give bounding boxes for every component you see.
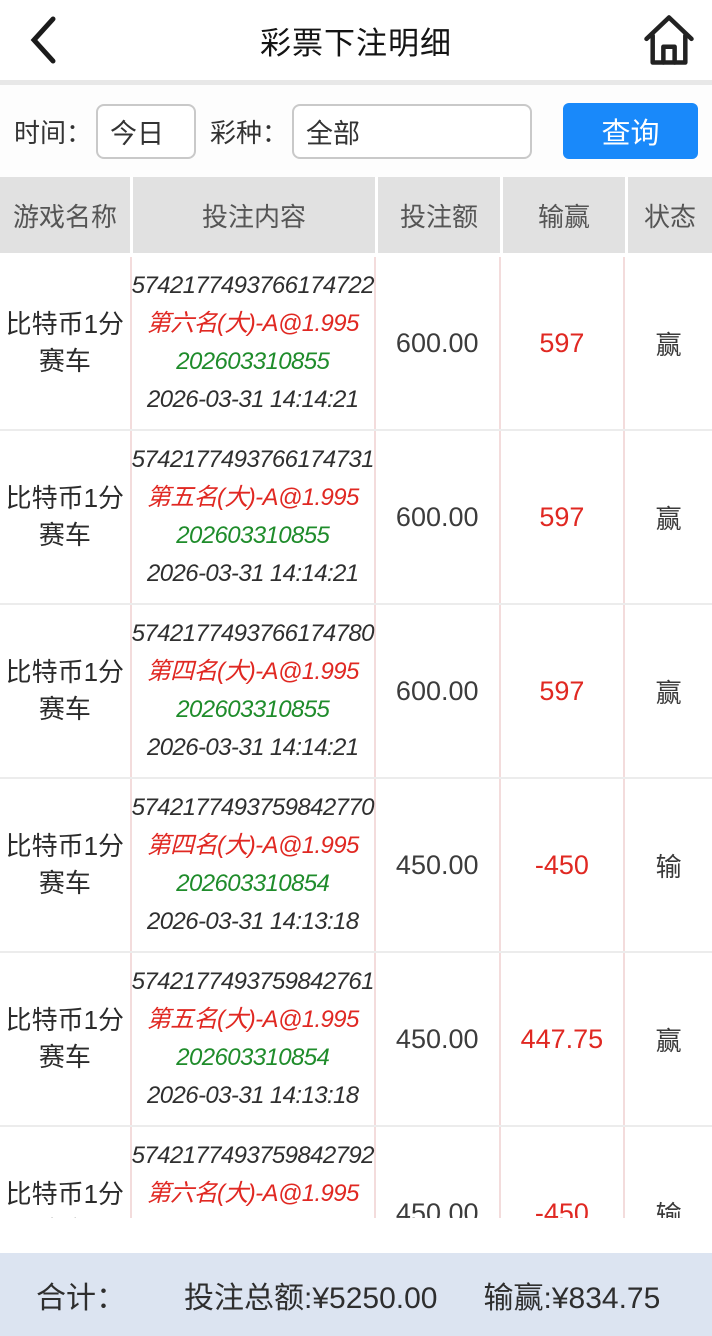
game-name-cell: 比特币1分赛车 bbox=[0, 1127, 132, 1218]
profit-cell: 597 bbox=[501, 605, 626, 777]
order-number: 5742177493766174780 bbox=[131, 620, 375, 647]
bet-table: 游戏名称 投注内容 投注额 输赢 状态 比特币1分赛车 574217749376… bbox=[0, 177, 712, 1218]
order-number: 5742177493759842792 bbox=[131, 1142, 375, 1169]
bet-amount-cell: 450.00 bbox=[376, 953, 501, 1125]
profit-total: 输赢:¥834.75 bbox=[483, 1273, 660, 1317]
column-header-amount: 投注额 bbox=[378, 177, 500, 253]
column-header-game: 游戏名称 bbox=[0, 177, 130, 253]
bet-content-cell: 5742177493766174780 第四名(大)-A@1.995 20260… bbox=[132, 605, 376, 777]
table-row: 比特币1分赛车 5742177493766174731 第五名(大)-A@1.9… bbox=[0, 431, 712, 605]
bet-timestamp: 2026-03-31 14:13:18 bbox=[147, 908, 359, 935]
bet-content-cell: 5742177493766174722 第六名(大)-A@1.995 20260… bbox=[132, 257, 376, 429]
bet-amount-cell: 600.00 bbox=[376, 605, 501, 777]
draw-period: 202603310855 bbox=[176, 348, 330, 375]
order-number: 5742177493766174722 bbox=[131, 272, 375, 299]
top-bar: 彩票下注明细 bbox=[0, 0, 712, 80]
profit-cell: 597 bbox=[501, 257, 626, 429]
column-header-status: 状态 bbox=[628, 177, 712, 253]
table-row: 比特币1分赛车 5742177493759842761 第五名(大)-A@1.9… bbox=[0, 953, 712, 1127]
bet-selection: 第四名(大)-A@1.995 bbox=[146, 832, 360, 859]
bet-selection: 第四名(大)-A@1.995 bbox=[146, 658, 360, 685]
profit-cell: 447.75 bbox=[501, 953, 626, 1125]
bet-total-label: 投注总额: bbox=[184, 1281, 313, 1315]
game-name-cell: 比特币1分赛车 bbox=[0, 779, 132, 951]
home-icon bbox=[642, 13, 696, 67]
header-divider bbox=[0, 80, 712, 85]
query-button[interactable]: 查询 bbox=[563, 103, 698, 159]
profit-cell: -450 bbox=[501, 1127, 626, 1218]
page-title: 彩票下注明细 bbox=[260, 25, 452, 61]
game-name-cell: 比特币1分赛车 bbox=[0, 257, 132, 429]
profit-total-label: 输赢: bbox=[483, 1281, 552, 1315]
table-row: 比特币1分赛车 5742177493759842792 第六名(大)-A@1.9… bbox=[0, 1127, 712, 1218]
draw-period: 202603310854 bbox=[176, 1044, 330, 1071]
game-name-cell: 比特币1分赛车 bbox=[0, 431, 132, 603]
bet-amount-cell: 450.00 bbox=[376, 779, 501, 951]
bet-content-cell: 5742177493759842770 第四名(大)-A@1.995 20260… bbox=[132, 779, 376, 951]
status-cell: 输 bbox=[655, 1199, 682, 1219]
bet-content-cell: 5742177493759842761 第五名(大)-A@1.995 20260… bbox=[132, 953, 376, 1125]
back-button[interactable] bbox=[14, 8, 72, 72]
draw-period: 202603310854 bbox=[176, 1213, 329, 1218]
bet-content-cell: 5742177493759842792 第六名(大)-A@1.995 20260… bbox=[132, 1127, 376, 1218]
bet-selection: 第六名(大)-A@1.995 bbox=[146, 310, 360, 337]
order-number: 5742177493759842770 bbox=[131, 794, 375, 821]
profit-total-value: ¥834.75 bbox=[551, 1281, 661, 1315]
draw-period: 202603310855 bbox=[176, 522, 330, 549]
time-filter-label: 时间： bbox=[14, 117, 93, 148]
filter-bar: 时间： 今日 彩种： 全部 查询 bbox=[0, 85, 712, 177]
column-header-profit: 输赢 bbox=[503, 177, 625, 253]
back-icon bbox=[26, 14, 60, 66]
bet-content-cell: 5742177493766174731 第五名(大)-A@1.995 20260… bbox=[132, 431, 376, 603]
summary-footer: 合计： 投注总额:¥5250.00 输赢:¥834.75 bbox=[0, 1253, 712, 1336]
status-cell: 赢 bbox=[655, 677, 682, 708]
draw-period: 202603310854 bbox=[176, 870, 330, 897]
bet-timestamp: 2026-03-31 14:14:21 bbox=[147, 734, 359, 761]
lottery-select[interactable]: 全部 bbox=[292, 103, 533, 159]
bet-amount-cell: 450.00 bbox=[376, 1127, 501, 1218]
status-cell: 赢 bbox=[655, 329, 682, 360]
bet-selection: 第五名(大)-A@1.995 bbox=[146, 1006, 360, 1033]
status-cell: 输 bbox=[655, 851, 682, 882]
bet-selection: 第六名(大)-A@1.995 bbox=[146, 1180, 360, 1207]
bet-timestamp: 2026-03-31 14:13:18 bbox=[147, 1082, 359, 1109]
bet-amount-cell: 600.00 bbox=[376, 431, 501, 603]
total-label: 合计： bbox=[36, 1281, 126, 1315]
game-name-cell: 比特币1分赛车 bbox=[0, 953, 132, 1125]
home-button[interactable] bbox=[640, 8, 698, 72]
table-header-row: 游戏名称 投注内容 投注额 输赢 状态 bbox=[0, 177, 712, 253]
bet-timestamp: 2026-03-31 14:14:21 bbox=[147, 560, 359, 587]
profit-cell: 597 bbox=[501, 431, 626, 603]
bet-selection: 第五名(大)-A@1.995 bbox=[146, 484, 360, 511]
table-row: 比特币1分赛车 5742177493766174780 第四名(大)-A@1.9… bbox=[0, 605, 712, 779]
bottom-spacer bbox=[0, 1218, 712, 1253]
bet-total-value: ¥5250.00 bbox=[312, 1281, 438, 1315]
time-select[interactable]: 今日 bbox=[96, 103, 197, 159]
game-name-cell: 比特币1分赛车 bbox=[0, 605, 132, 777]
profit-cell: -450 bbox=[501, 779, 626, 951]
order-number: 5742177493766174731 bbox=[131, 446, 375, 473]
table-body: 比特币1分赛车 5742177493766174722 第六名(大)-A@1.9… bbox=[0, 257, 712, 1218]
column-header-content: 投注内容 bbox=[133, 177, 375, 253]
status-cell: 赢 bbox=[655, 503, 682, 534]
table-row: 比特币1分赛车 5742177493759842770 第四名(大)-A@1.9… bbox=[0, 779, 712, 953]
status-cell: 赢 bbox=[655, 1025, 682, 1056]
bet-timestamp: 2026-03-31 14:14:21 bbox=[147, 386, 359, 413]
draw-period: 202603310855 bbox=[176, 696, 330, 723]
bet-total: 投注总额:¥5250.00 bbox=[184, 1273, 437, 1317]
bet-amount-cell: 600.00 bbox=[376, 257, 501, 429]
order-number: 5742177493759842761 bbox=[131, 968, 375, 995]
lottery-filter-label: 彩种： bbox=[210, 117, 289, 148]
table-row: 比特币1分赛车 5742177493766174722 第六名(大)-A@1.9… bbox=[0, 257, 712, 431]
